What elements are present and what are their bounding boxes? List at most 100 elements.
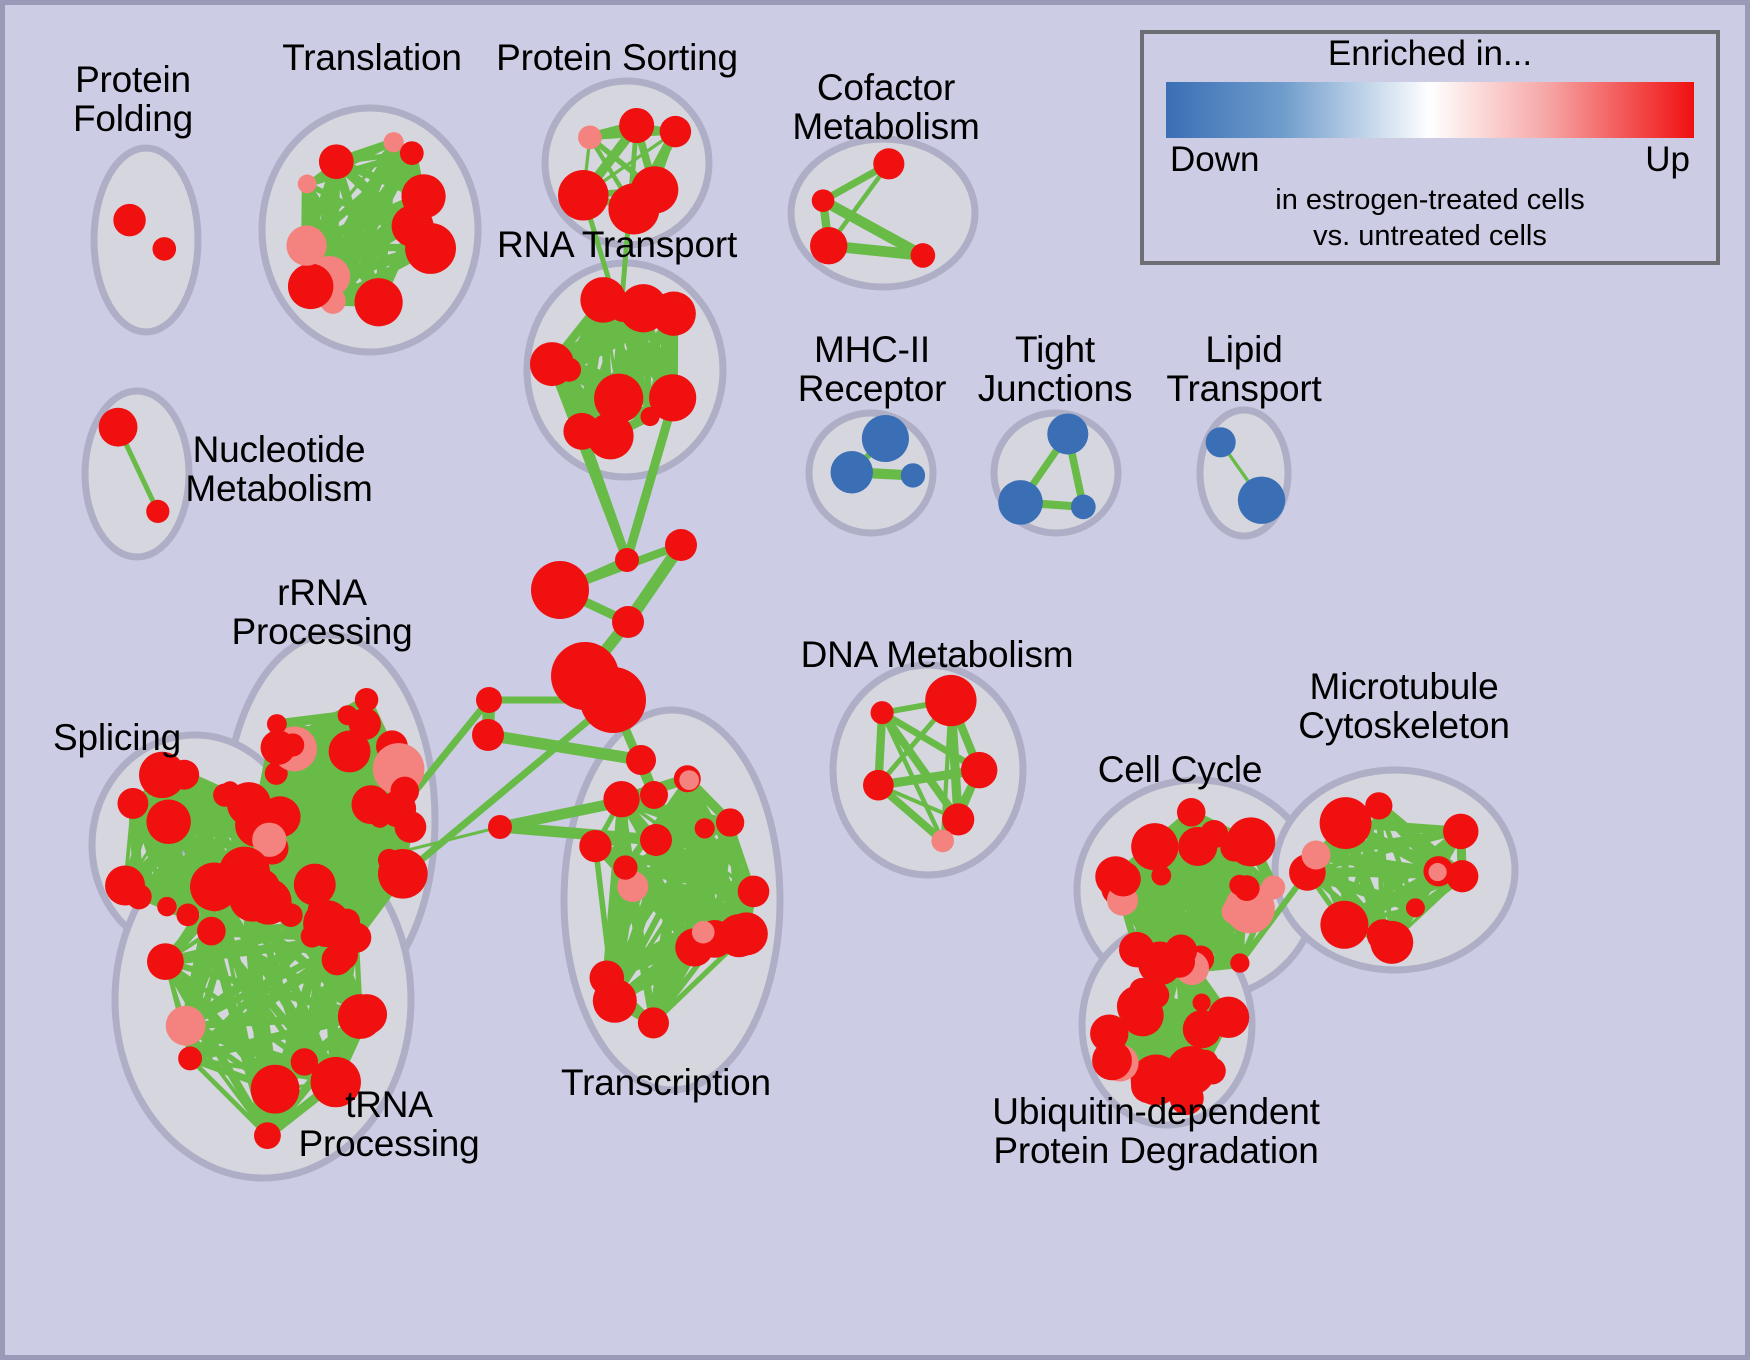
network-node[interactable] <box>354 278 403 327</box>
network-node[interactable] <box>608 183 660 235</box>
network-node[interactable] <box>1070 494 1096 520</box>
network-node[interactable] <box>694 818 715 839</box>
network-node[interactable] <box>280 733 305 757</box>
network-node[interactable] <box>637 1007 669 1039</box>
network-node[interactable] <box>659 115 692 148</box>
network-node[interactable] <box>178 1046 203 1071</box>
network-node[interactable] <box>1405 898 1425 918</box>
network-node[interactable] <box>931 829 955 853</box>
network-node[interactable] <box>615 548 639 572</box>
network-node[interactable] <box>1192 993 1211 1012</box>
network-node[interactable] <box>715 808 745 837</box>
network-node[interactable] <box>1261 875 1286 900</box>
network-node[interactable] <box>250 1064 300 1114</box>
network-node[interactable] <box>254 1122 281 1150</box>
network-node[interactable] <box>152 237 177 261</box>
network-node[interactable] <box>264 761 288 785</box>
network-node[interactable] <box>1366 919 1399 951</box>
network-node[interactable] <box>724 912 768 956</box>
network-node[interactable] <box>290 1048 319 1076</box>
network-node[interactable] <box>830 451 873 494</box>
network-node[interactable] <box>1365 792 1393 820</box>
network-node[interactable] <box>117 787 149 819</box>
network-node[interactable] <box>391 205 434 248</box>
network-node[interactable] <box>105 865 146 906</box>
network-node[interactable] <box>190 862 239 911</box>
network-node[interactable] <box>176 903 200 927</box>
network-node[interactable] <box>1142 981 1170 1009</box>
network-node[interactable] <box>197 916 226 946</box>
network-node[interactable] <box>1229 874 1250 896</box>
network-node[interactable] <box>390 776 420 806</box>
network-node[interactable] <box>266 714 287 734</box>
network-node[interactable] <box>811 189 835 212</box>
network-node[interactable] <box>640 781 668 809</box>
network-node[interactable] <box>580 277 626 323</box>
network-node[interactable] <box>651 291 696 336</box>
network-node[interactable] <box>1443 813 1479 850</box>
network-node[interactable] <box>297 174 317 194</box>
network-node[interactable] <box>910 243 936 268</box>
network-node[interactable] <box>960 751 998 789</box>
network-node[interactable] <box>1176 798 1206 827</box>
network-node[interactable] <box>578 125 602 150</box>
network-node[interactable] <box>649 374 697 422</box>
network-node[interactable] <box>226 782 271 827</box>
network-node[interactable] <box>476 687 502 713</box>
network-node[interactable] <box>286 225 327 266</box>
network-node[interactable] <box>146 499 170 524</box>
network-node[interactable] <box>252 822 287 857</box>
network-node[interactable] <box>310 1056 361 1108</box>
network-node[interactable] <box>612 606 644 638</box>
network-node[interactable] <box>942 803 975 836</box>
network-node[interactable] <box>861 414 909 463</box>
network-node[interactable] <box>863 769 894 801</box>
network-node[interactable] <box>1200 820 1229 849</box>
network-node[interactable] <box>165 1005 206 1046</box>
network-node[interactable] <box>1164 934 1198 967</box>
network-node[interactable] <box>589 960 625 996</box>
network-node[interactable] <box>873 148 905 180</box>
network-node[interactable] <box>558 169 609 221</box>
network-node[interactable] <box>287 263 334 310</box>
network-node[interactable] <box>378 848 428 899</box>
network-node[interactable] <box>810 227 848 265</box>
network-node[interactable] <box>737 875 770 908</box>
network-node[interactable] <box>1182 1009 1222 1049</box>
network-node[interactable] <box>679 770 700 790</box>
network-node[interactable] <box>531 561 589 619</box>
network-node[interactable] <box>146 799 191 845</box>
network-node[interactable] <box>1187 841 1210 864</box>
network-node[interactable] <box>399 141 424 166</box>
network-node[interactable] <box>1319 797 1372 849</box>
network-node[interactable] <box>348 707 381 740</box>
network-node[interactable] <box>1130 1054 1182 1106</box>
network-node[interactable] <box>318 144 354 180</box>
network-node[interactable] <box>139 751 186 799</box>
network-node[interactable] <box>1105 861 1141 897</box>
network-node[interactable] <box>1090 1014 1129 1053</box>
network-node[interactable] <box>601 987 627 1012</box>
network-node[interactable] <box>113 203 146 237</box>
network-node[interactable] <box>472 719 504 751</box>
network-node[interactable] <box>579 829 612 863</box>
network-node[interactable] <box>1301 840 1331 870</box>
network-node[interactable] <box>321 944 353 976</box>
network-node[interactable] <box>354 687 379 712</box>
network-node[interactable] <box>870 701 894 725</box>
network-node[interactable] <box>293 863 336 906</box>
network-node[interactable] <box>1151 865 1172 886</box>
network-node[interactable] <box>1138 847 1159 868</box>
network-node[interactable] <box>147 943 184 981</box>
network-node[interactable] <box>925 674 977 727</box>
network-node[interactable] <box>346 994 388 1035</box>
network-node[interactable] <box>1047 413 1089 455</box>
network-node[interactable] <box>1226 817 1276 867</box>
network-node[interactable] <box>594 373 644 423</box>
network-node[interactable] <box>580 667 646 733</box>
network-node[interactable] <box>1205 427 1236 458</box>
network-node[interactable] <box>556 357 582 382</box>
network-node[interactable] <box>303 900 351 948</box>
network-node[interactable] <box>1320 900 1369 949</box>
network-node[interactable] <box>1428 863 1447 882</box>
